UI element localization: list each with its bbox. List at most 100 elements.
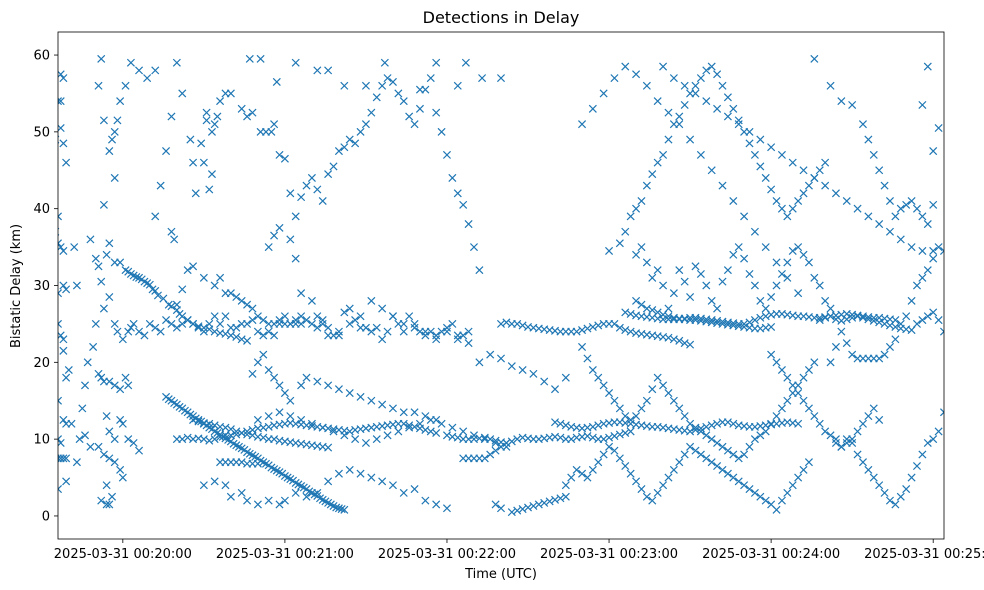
data-point [313,488,322,497]
data-point [345,135,354,144]
data-point [594,321,603,330]
data-point [58,97,63,106]
data-point [610,396,619,405]
data-point [767,350,776,359]
data-point [788,481,797,490]
data-point [718,181,727,190]
data-point [199,158,208,167]
data-point [432,58,441,67]
data-point [864,315,873,324]
data-point [912,461,922,471]
data-point [734,454,743,463]
data-point [334,504,343,513]
data-point [297,415,306,424]
data-point [151,323,160,332]
data-markers [58,54,944,517]
data-point [583,354,592,363]
data-point [723,418,732,427]
data-point [912,319,922,328]
data-point [696,74,705,83]
data-point [761,312,770,321]
data-point [810,54,819,63]
data-point [340,308,349,317]
data-point [216,432,225,441]
data-point [858,120,867,129]
data-point [105,147,114,156]
data-point [772,505,781,514]
data-point [621,227,630,236]
data-point [880,488,889,497]
data-point [259,433,268,442]
data-point [437,127,446,136]
data-point [875,220,884,229]
data-point [837,327,846,336]
data-point [804,404,813,413]
data-point [67,419,76,428]
data-point [772,281,781,290]
data-point [804,458,813,467]
data-point [324,477,333,486]
data-point [221,423,230,432]
x-tick-label: 2025-03-31 00:22:00 [378,547,516,562]
data-point [621,62,630,71]
data-point [869,473,878,482]
data-point [334,385,343,394]
data-point [272,77,281,86]
data-point [831,435,840,444]
data-point [891,335,900,344]
data-point [626,309,635,318]
data-point [621,326,630,335]
data-point [126,58,135,67]
data-point [686,340,695,349]
data-point [869,404,878,413]
data-point [837,97,846,106]
data-point [453,81,462,90]
data-point [583,473,592,482]
data-point [216,319,225,328]
data-point [842,315,851,324]
data-point [110,319,119,328]
data-point [902,312,911,321]
data-point [205,185,214,194]
data-point [723,112,732,121]
data-point [686,419,695,428]
data-point [907,243,916,252]
data-point [442,327,452,336]
data-point [270,231,279,240]
data-point [572,465,581,474]
data-point [313,185,322,194]
data-point [637,300,646,309]
data-point [340,143,349,152]
data-point [550,495,560,504]
data-point [380,58,389,67]
data-point [72,281,81,290]
data-point [675,266,684,275]
data-point [318,316,327,325]
data-point [918,100,927,110]
data-point [529,369,538,378]
data-point [750,316,759,325]
data-point [696,427,705,436]
data-point [788,204,797,213]
data-point [372,435,381,444]
data-point [97,373,106,382]
data-point [140,331,149,340]
data-point [902,485,911,494]
data-point [767,143,776,152]
data-point [669,74,678,83]
data-point [496,504,506,513]
chart-title: Detections in Delay [423,8,580,27]
data-point [205,319,214,328]
data-point [777,404,786,413]
data-point [410,485,419,494]
data-point [388,77,397,86]
data-point [378,304,387,313]
data-point [707,421,716,430]
data-point [172,323,181,332]
data-point [664,333,673,342]
data-point [637,243,646,252]
data-point [453,335,462,344]
data-point [880,181,889,190]
data-point [891,322,900,332]
data-point [307,173,316,182]
